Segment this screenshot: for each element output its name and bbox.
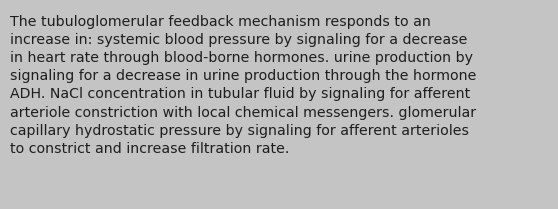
Text: The tubuloglomerular feedback mechanism responds to an
increase in: systemic blo: The tubuloglomerular feedback mechanism … xyxy=(10,15,477,156)
